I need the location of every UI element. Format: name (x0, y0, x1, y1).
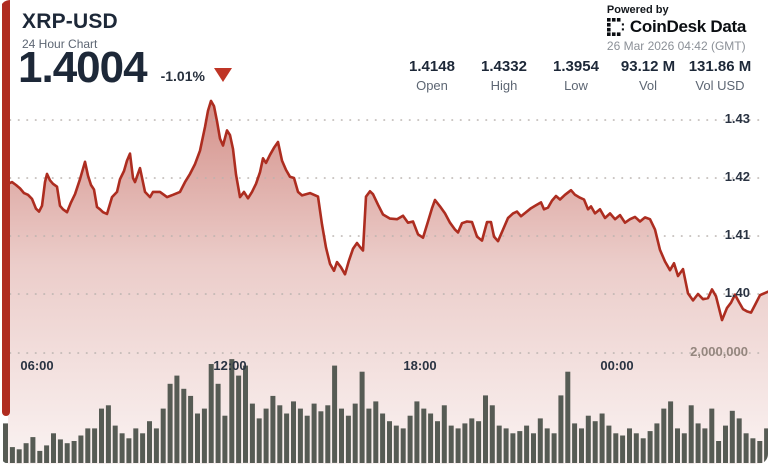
stat-vol-usd-value: 131.86 M (688, 58, 752, 75)
y-axis-price-tick: 1.42 (724, 169, 750, 184)
price-change-percent: -1.01% (160, 68, 205, 84)
stat-vol-usd: 131.86 M Vol USD (684, 58, 756, 93)
x-axis-time-tick: 00:00 (600, 358, 634, 373)
stat-open-label: Open (416, 78, 448, 93)
stat-high-label: High (490, 78, 518, 93)
chart-timestamp: 26 Mar 2026 04:42 (GMT) (606, 39, 746, 53)
price-row: 1.4004 -1.01% (18, 46, 232, 90)
last-price: 1.4004 (18, 43, 148, 92)
x-axis-time-tick: 06:00 (20, 358, 54, 373)
x-axis-time-tick: 12:00 (213, 358, 247, 373)
stat-vol-usd-label: Vol USD (695, 78, 745, 93)
stat-low-value: 1.3954 (553, 58, 599, 75)
stat-high: 1.4332 High (468, 58, 540, 93)
stat-vol-value: 93.12 M (620, 58, 676, 75)
coindesk-brand-name: CoinDesk Data (629, 17, 746, 36)
chart-subtitle: 24 Hour Chart (22, 37, 98, 51)
powered-by-label: Powered by (606, 4, 669, 16)
powered-by-block: Powered by CoinDesk Data 26 Mar 2026 04:… (606, 4, 746, 53)
volume-axis-tick: 2,000,000 (690, 344, 748, 359)
stat-low-label: Low (564, 78, 588, 93)
chart-header: XRP-USD 24 Hour Chart (22, 10, 118, 51)
y-axis-price-tick: 1.40 (724, 285, 750, 300)
down-triangle-icon (213, 68, 232, 82)
stat-open: 1.4148 Open (396, 58, 468, 93)
x-axis-time-tick: 18:00 (403, 358, 437, 373)
stat-high-value: 1.4332 (481, 58, 527, 75)
stat-low: 1.3954 Low (540, 58, 612, 93)
stat-vol-label: Vol (638, 78, 658, 93)
ohlc-stats-row: 1.4148 Open 1.4332 High 1.3954 Low 93.12… (396, 58, 756, 93)
coindesk-brand-row: CoinDesk Data (606, 17, 746, 37)
y-axis-price-tick: 1.41 (724, 227, 750, 242)
symbol-title: XRP-USD (22, 10, 118, 33)
coindesk-logo-icon (606, 18, 624, 36)
stat-vol: 93.12 M Vol (612, 58, 684, 93)
left-accent-bar (2, 0, 10, 416)
y-axis-price-tick: 1.43 (724, 111, 750, 126)
stat-open-value: 1.4148 (409, 58, 455, 75)
